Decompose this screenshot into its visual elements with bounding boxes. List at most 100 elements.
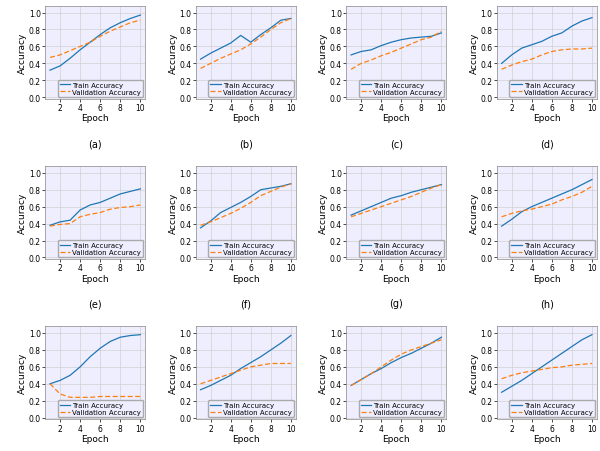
Legend: Train Accuracy, Validation Accuracy: Train Accuracy, Validation Accuracy xyxy=(359,80,445,97)
Train Accuracy xyxy=(137,187,144,192)
Train Accuracy xyxy=(438,335,445,340)
Train Accuracy xyxy=(127,333,134,339)
Validation Accuracy xyxy=(127,204,134,210)
Train Accuracy xyxy=(347,213,355,218)
Train Accuracy xyxy=(107,339,114,345)
Train Accuracy xyxy=(137,332,144,338)
Validation Accuracy xyxy=(568,363,575,368)
Train Accuracy xyxy=(247,360,254,365)
Validation Accuracy xyxy=(388,201,395,207)
Legend: Train Accuracy, Validation Accuracy: Train Accuracy, Validation Accuracy xyxy=(58,240,143,258)
Train Accuracy xyxy=(438,31,445,37)
Validation Accuracy xyxy=(428,341,435,346)
Line: Train Accuracy: Train Accuracy xyxy=(502,180,592,226)
Train Accuracy xyxy=(538,200,545,206)
Train Accuracy xyxy=(97,33,104,38)
Train Accuracy xyxy=(277,184,284,189)
Train Accuracy xyxy=(77,364,84,370)
Train Accuracy xyxy=(558,31,565,37)
Validation Accuracy xyxy=(578,190,586,196)
Validation Accuracy xyxy=(237,368,244,373)
Validation Accuracy xyxy=(418,344,425,350)
Validation Accuracy xyxy=(589,46,596,52)
Train Accuracy xyxy=(56,64,64,69)
Y-axis label: Accuracy: Accuracy xyxy=(19,32,28,74)
Legend: Train Accuracy, Validation Accuracy: Train Accuracy, Validation Accuracy xyxy=(208,400,294,417)
Validation Accuracy xyxy=(438,183,445,188)
Train Accuracy xyxy=(97,200,104,206)
Train Accuracy xyxy=(127,17,134,22)
Train Accuracy xyxy=(558,192,565,197)
Validation Accuracy xyxy=(127,394,134,399)
Validation Accuracy xyxy=(267,189,274,195)
Validation Accuracy xyxy=(207,378,214,383)
Validation Accuracy xyxy=(518,370,526,376)
Validation Accuracy xyxy=(548,202,556,207)
Train Accuracy xyxy=(127,189,134,195)
Train Accuracy xyxy=(548,358,556,363)
Validation Accuracy xyxy=(67,395,74,400)
Legend: Train Accuracy, Validation Accuracy: Train Accuracy, Validation Accuracy xyxy=(359,240,445,258)
Validation Accuracy xyxy=(398,352,405,357)
Line: Validation Accuracy: Validation Accuracy xyxy=(50,21,140,58)
X-axis label: Epoch: Epoch xyxy=(533,274,560,283)
X-axis label: Epoch: Epoch xyxy=(382,434,410,443)
Validation Accuracy xyxy=(287,182,295,187)
Train Accuracy xyxy=(518,210,526,215)
Train Accuracy xyxy=(257,33,265,38)
Validation Accuracy xyxy=(568,47,575,53)
Validation Accuracy xyxy=(46,224,53,229)
Validation Accuracy xyxy=(137,394,144,399)
Y-axis label: Accuracy: Accuracy xyxy=(319,352,328,394)
Validation Accuracy xyxy=(528,207,535,212)
Line: Train Accuracy: Train Accuracy xyxy=(351,34,442,56)
Validation Accuracy xyxy=(197,67,204,72)
Text: (f): (f) xyxy=(240,299,251,308)
Text: (c): (c) xyxy=(390,139,403,149)
Train Accuracy xyxy=(428,34,435,40)
Validation Accuracy xyxy=(207,220,214,225)
Validation Accuracy xyxy=(207,61,214,67)
Train Accuracy xyxy=(408,351,415,356)
Text: (e): (e) xyxy=(88,299,102,308)
Train Accuracy xyxy=(368,48,375,53)
Validation Accuracy xyxy=(347,383,355,388)
Legend: Train Accuracy, Validation Accuracy: Train Accuracy, Validation Accuracy xyxy=(359,400,445,417)
Y-axis label: Accuracy: Accuracy xyxy=(319,193,328,234)
Text: (g): (g) xyxy=(389,299,403,308)
Validation Accuracy xyxy=(77,395,84,400)
Train Accuracy xyxy=(227,373,234,378)
Train Accuracy xyxy=(116,21,124,26)
Validation Accuracy xyxy=(498,68,505,73)
Validation Accuracy xyxy=(107,207,114,212)
Validation Accuracy xyxy=(267,361,274,366)
Line: Train Accuracy: Train Accuracy xyxy=(200,184,291,228)
Validation Accuracy xyxy=(508,211,515,216)
Train Accuracy xyxy=(558,351,565,356)
Validation Accuracy xyxy=(127,21,134,26)
Y-axis label: Accuracy: Accuracy xyxy=(169,32,178,74)
Validation Accuracy xyxy=(408,42,415,47)
X-axis label: Epoch: Epoch xyxy=(382,114,410,123)
Validation Accuracy xyxy=(86,395,94,400)
Train Accuracy xyxy=(257,188,265,193)
Train Accuracy xyxy=(578,337,586,343)
Train Accuracy xyxy=(56,378,64,383)
Validation Accuracy xyxy=(538,204,545,210)
Line: Train Accuracy: Train Accuracy xyxy=(50,189,140,226)
Train Accuracy xyxy=(237,200,244,206)
Validation Accuracy xyxy=(589,361,596,366)
Train Accuracy xyxy=(77,48,84,53)
Validation Accuracy xyxy=(528,57,535,63)
Validation Accuracy xyxy=(56,222,64,228)
Train Accuracy xyxy=(388,41,395,46)
X-axis label: Epoch: Epoch xyxy=(82,434,109,443)
Line: Validation Accuracy: Validation Accuracy xyxy=(50,206,140,226)
Validation Accuracy xyxy=(428,186,435,191)
Train Accuracy xyxy=(438,183,445,188)
Line: Validation Accuracy: Validation Accuracy xyxy=(351,32,442,70)
X-axis label: Epoch: Epoch xyxy=(533,114,560,123)
Train Accuracy xyxy=(358,209,365,214)
Validation Accuracy xyxy=(408,347,415,353)
Validation Accuracy xyxy=(277,185,284,190)
